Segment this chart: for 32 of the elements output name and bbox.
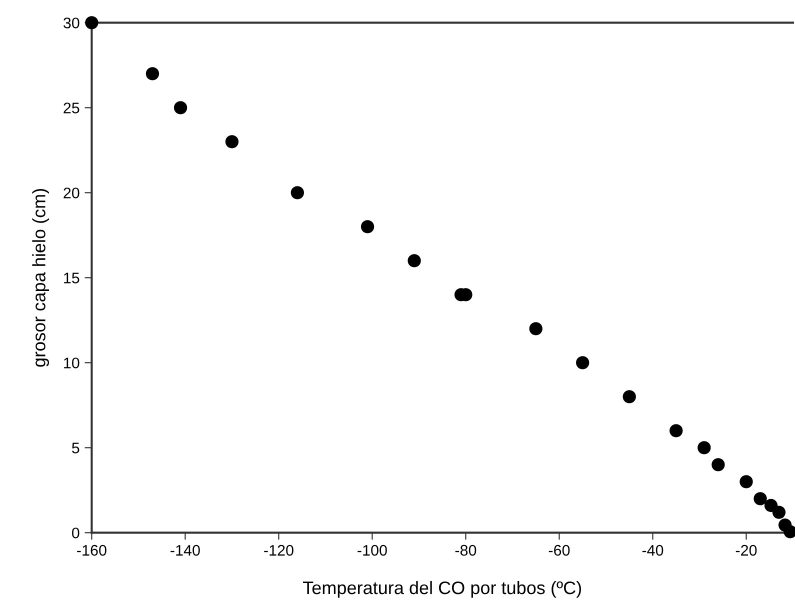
y-tick-label: 5 — [72, 442, 80, 454]
x-tick-label: -120 — [264, 544, 294, 556]
x-axis-title: Temperatura del CO por tubos (ºC) — [303, 580, 582, 598]
point — [360, 220, 374, 234]
point — [622, 390, 636, 404]
point — [529, 322, 542, 336]
x-tick-label: -20 — [736, 544, 757, 556]
point — [408, 254, 421, 268]
x-tick-label: -80 — [455, 544, 476, 556]
y-axis-title: grosor capa hielo (cm) — [32, 189, 50, 367]
x-tick-label: -60 — [548, 544, 570, 556]
point — [146, 67, 160, 80]
point — [174, 101, 188, 114]
point — [712, 458, 725, 472]
x-tick-label: -160 — [77, 544, 106, 556]
y-tick-label: 10 — [64, 358, 80, 368]
point — [290, 186, 304, 200]
x-tick-label: -140 — [170, 544, 200, 556]
point — [772, 506, 786, 519]
x-tick-label: -100 — [358, 544, 387, 556]
y-tick-label: 25 — [64, 102, 80, 114]
point — [740, 475, 753, 488]
x-tick-label: -40 — [642, 544, 664, 556]
point — [754, 492, 767, 506]
y-tick-label: 15 — [64, 272, 80, 284]
y-tick-label: 30 — [63, 18, 80, 28]
y-tick-label: 20 — [64, 188, 80, 198]
point — [576, 356, 590, 370]
point — [698, 441, 711, 454]
point — [670, 424, 683, 438]
point — [225, 135, 239, 148]
y-tick-label: 0 — [72, 528, 80, 538]
